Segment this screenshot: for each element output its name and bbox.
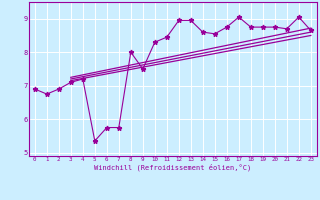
X-axis label: Windchill (Refroidissement éolien,°C): Windchill (Refroidissement éolien,°C): [94, 163, 252, 171]
